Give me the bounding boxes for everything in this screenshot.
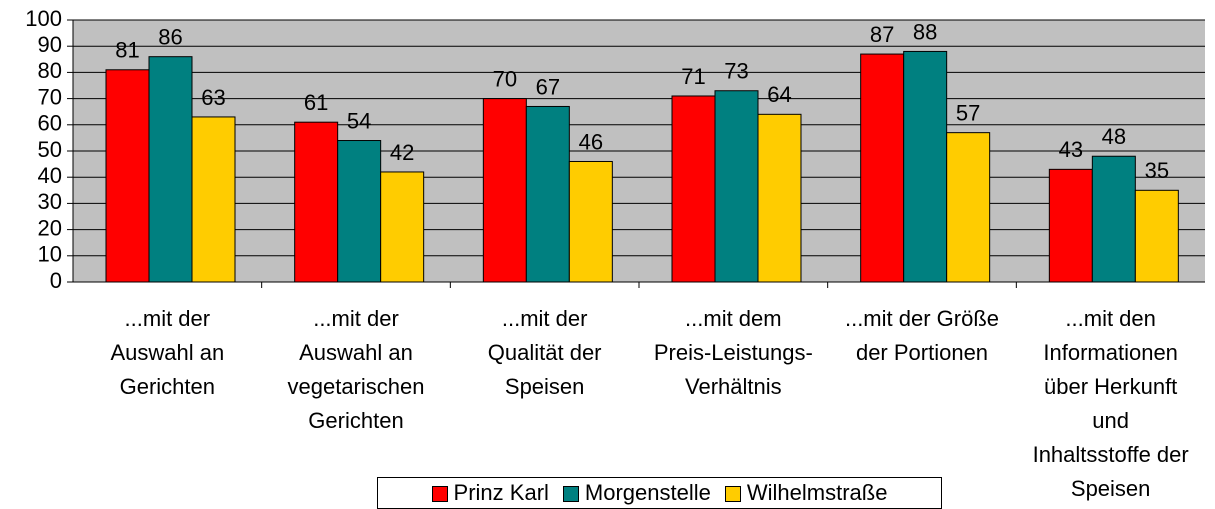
value-label: 46: [579, 129, 603, 154]
bar: [1048, 168, 1093, 283]
value-label: 87: [870, 22, 894, 47]
y-tick-label: 10: [38, 242, 62, 267]
x-tick-label: ...mit dem Preis-Leistungs-Verhältnis: [653, 306, 813, 399]
y-tick-label: 0: [50, 268, 62, 293]
x-tick-label: ...mit der Auswahl an vegetarischen Geri…: [287, 306, 425, 433]
legend-item: Prinz Karl: [431, 480, 549, 506]
legend-swatch: [724, 486, 741, 503]
bar: [903, 50, 948, 283]
bar: [1134, 189, 1179, 283]
value-label: 63: [201, 85, 225, 110]
legend-label: Morgenstelle: [584, 480, 711, 505]
value-label: 71: [681, 64, 705, 89]
value-label: 64: [767, 82, 791, 107]
value-label: 43: [1059, 137, 1083, 162]
legend-swatch: [431, 486, 448, 503]
bar: [337, 140, 382, 283]
bar: [757, 113, 802, 283]
value-label: 42: [390, 140, 414, 165]
bar: [525, 105, 570, 283]
value-label: 54: [347, 108, 371, 133]
value-label: 86: [158, 24, 182, 49]
y-tick-label: 70: [38, 84, 62, 109]
value-label: 61: [304, 90, 328, 115]
y-tick-label: 50: [38, 137, 62, 162]
bar: [482, 98, 527, 283]
legend-label: Wilhelmstraße: [746, 480, 888, 505]
y-tick-label: 40: [38, 163, 62, 188]
x-tick-label: ...mit der Auswahl an Gerichten: [110, 306, 225, 399]
bar: [148, 56, 193, 283]
value-label: 73: [724, 59, 748, 84]
value-label: 81: [115, 38, 139, 63]
y-tick-label: 100: [25, 6, 62, 31]
value-label: 48: [1102, 124, 1126, 149]
legend-label: Prinz Karl: [453, 480, 549, 505]
x-tick-label: ...mit der Größe der Portionen: [844, 306, 1000, 365]
value-label: 70: [493, 66, 517, 91]
y-tick-label: 90: [38, 32, 62, 57]
legend: Prinz Karl Morgenstelle Wilhelmstraße: [377, 477, 942, 509]
value-label: 57: [956, 100, 980, 125]
value-label: 88: [913, 19, 937, 44]
x-tick-label: ...mit den Informationen über Herkunft u…: [1032, 306, 1189, 501]
bar: [105, 69, 150, 283]
bar: [946, 132, 991, 283]
value-label: 35: [1145, 158, 1169, 183]
y-tick-label: 30: [38, 189, 62, 214]
bar: [860, 53, 905, 283]
legend-item: Wilhelmstraße: [724, 480, 888, 506]
legend-swatch: [562, 486, 579, 503]
bar: [294, 121, 339, 283]
bar: [1091, 155, 1136, 283]
bar: [191, 116, 236, 283]
y-tick-label: 80: [38, 58, 62, 83]
bar: [671, 95, 716, 283]
x-tick-label: ...mit der Qualität der Speisen: [487, 306, 602, 399]
y-tick-label: 60: [38, 111, 62, 136]
legend-item: Morgenstelle: [562, 480, 711, 506]
value-label: 67: [536, 74, 560, 99]
bar: [714, 90, 759, 283]
bar: [568, 160, 613, 283]
bar: [380, 171, 425, 283]
y-tick-label: 20: [38, 215, 62, 240]
